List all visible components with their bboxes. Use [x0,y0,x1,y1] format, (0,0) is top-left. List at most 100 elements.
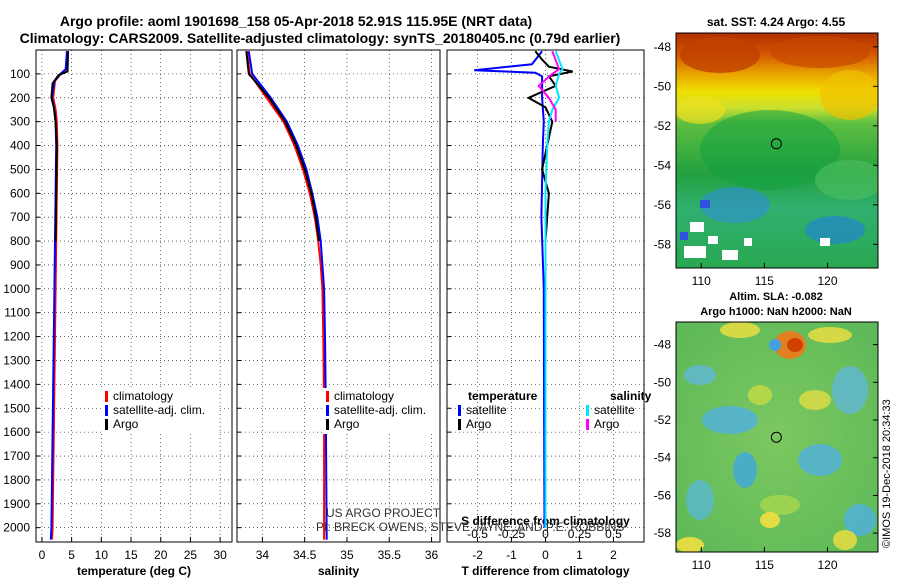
depth-tick-label: 1200 [3,330,30,344]
legend-swatch [458,419,461,430]
profile-panel-2: 34 34.5 35 35.5 36 salinity climatologysatelli… [236,49,441,578]
map-x-tick-label: 110 [692,558,711,572]
panel-frame [236,49,441,543]
depth-tick-label: 1800 [3,473,30,487]
sla-title-line-1: Altim. SLA: -0.082 [729,291,823,303]
x-tick-label: 34.5 [293,548,317,562]
x-tick-label: 30 [213,548,227,562]
x-tick-label: 0 [39,548,46,562]
x-tick-label: 5 [68,548,75,562]
x-tick-label: 10 [95,548,109,562]
x-axis-label: T difference from climatology [461,564,629,578]
x-tick-label: 35 [340,548,354,562]
x-tick-label: 36 [425,548,439,562]
depth-tick-label: 200 [10,91,30,105]
x-axis-label: temperature (deg C) [77,564,191,578]
map-x-tick-label: 115 [755,274,774,288]
legend-swatch [326,405,329,416]
x-tick-label: 20 [154,548,168,562]
series-line-t-argo [526,50,573,242]
panel-frame [35,49,233,543]
legend-background [101,388,219,434]
map-y-tick-label: -50 [654,375,672,389]
sst-title: sat. SST: 4.24 Argo: 4.55 [707,15,846,29]
credit-line-2: PI: BRECK OWENS, STEVE JAYNE, AND P.E. R… [316,520,624,534]
x-tick-label: 2 [610,548,617,562]
depth-tick-label: 1000 [3,282,30,296]
depth-tick-label: 1500 [3,401,30,415]
map-x-tick-label: 110 [692,274,711,288]
series-line-argo [245,51,320,242]
x-tick-label: 1 [576,548,583,562]
x-axis-label: salinity [318,564,360,578]
x-tick-label: 0 [542,548,549,562]
legend-swatch [458,405,461,416]
map-x-tick-label: 115 [755,558,774,572]
series-line-argo [50,51,70,242]
x2-tick-label: 0.25 [568,527,592,541]
map-y-tick-label: -52 [654,413,672,427]
profile-panel-1: 1002003004005006007008009001000110012001… [3,49,233,578]
x-tick-label: -1 [506,548,517,562]
legend-swatch [586,419,589,430]
sla-map-image [676,322,878,552]
legend-label: Argo [113,417,139,431]
imos-credit: ©IMOS 19-Dec-2018 20:34:33 [881,399,893,548]
legend-swatch [105,419,108,430]
depth-tick-label: 300 [10,115,30,129]
x-tick-label: 25 [184,548,198,562]
depth-tick-label: 1400 [3,377,30,391]
depth-tick-label: 1600 [3,425,30,439]
depth-tick-label: 1900 [3,497,30,511]
series-line-satellite-adj-clim- [247,51,328,540]
depth-tick-label: 100 [10,67,30,81]
legend-title-salinity: salinity [610,389,652,403]
legend-label: climatology [334,389,394,403]
map-y-tick-label: -48 [654,40,672,54]
header-line-1: Argo profile: aoml 1901698_158 05-Apr-20… [60,13,532,29]
sla-title-line-2: Argo h1000: NaN h2000: NaN [700,306,852,318]
map-y-tick-label: -52 [654,119,672,133]
sla-map-panel: Altim. SLA: -0.082 Argo h1000: NaN h2000… [654,291,879,572]
map-y-tick-label: -54 [654,451,672,465]
sst-map-panel: sat. SST: 4.24 Argo: 4.55 -48 -50 -52 -54 -5… [654,15,879,288]
depth-tick-label: 900 [10,258,30,272]
legend-label: satellite-adj. clim. [113,403,205,417]
map-y-tick-label: -58 [654,237,672,251]
map-y-tick-label: -58 [654,526,672,540]
legend-label: satellite [466,403,507,417]
map-y-tick-label: -54 [654,158,672,172]
map-x-tick-label: 120 [817,558,837,572]
map-y-tick-label: -56 [654,198,672,212]
credit-line-1: US ARGO PROJECT [326,506,441,520]
legend-label: climatology [113,389,173,403]
x2-tick-label: 0 [542,527,549,541]
series-line-climatology [246,51,326,540]
depth-tick-label: 700 [10,210,30,224]
legend-swatch [326,391,329,402]
depth-tick-label: 800 [10,234,30,248]
x2-tick-label: 0.5 [605,527,622,541]
legend-label: satellite-adj. clim. [334,403,426,417]
depth-tick-label: 1700 [3,449,30,463]
map-x-tick-label: 120 [817,274,837,288]
map-y-tick-label: -48 [654,338,672,352]
map-y-tick-label: -50 [654,79,672,93]
depth-tick-label: 600 [10,186,30,200]
x2-tick-label: -0.25 [498,527,526,541]
x-tick-label: 35.5 [378,548,402,562]
header-line-2: Climatology: CARS2009. Satellite-adjuste… [20,30,621,46]
legend-swatch [326,419,329,430]
legend-label: Argo [334,417,360,431]
depth-tick-label: 2000 [3,521,30,535]
legend-label: satellite [594,403,635,417]
legend-label: Argo [594,417,620,431]
series-line-s-argo [537,50,561,122]
float-location-marker [770,431,782,443]
depth-tick-label: 1100 [4,306,30,320]
map-y-tick-label: -56 [654,488,672,502]
depth-tick-label: 500 [10,162,30,176]
x2-tick-label: -0.5 [467,527,488,541]
